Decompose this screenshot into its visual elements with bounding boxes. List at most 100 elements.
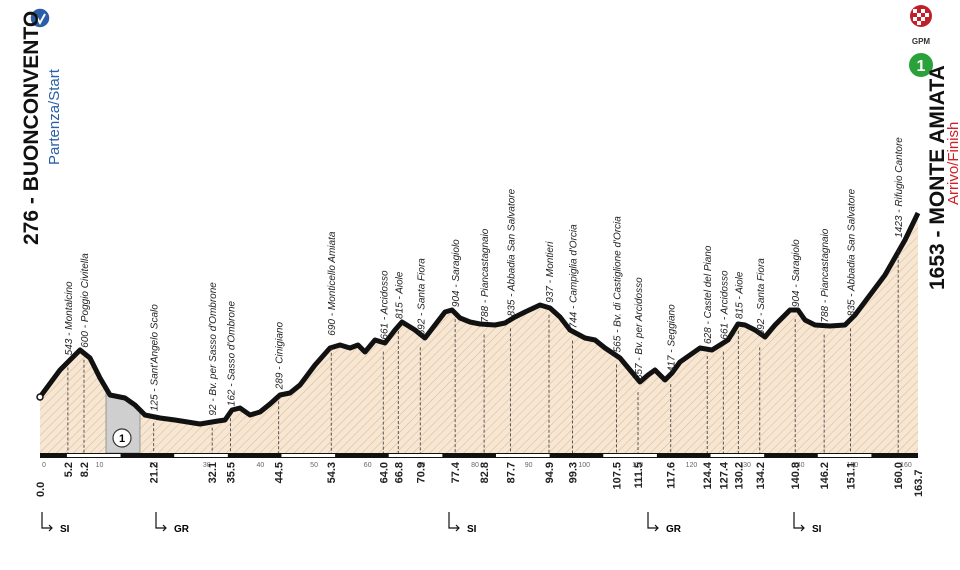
start-name: 276 - BUONCONVENTO bbox=[20, 11, 43, 245]
axis-tick-label: 110 bbox=[632, 462, 643, 469]
waypoint-km: 146.2 bbox=[819, 462, 831, 490]
waypoint-label: 692 - Santa Fiora bbox=[756, 258, 767, 336]
waypoint-km: 130.2 bbox=[733, 462, 745, 490]
marker: SI bbox=[467, 524, 477, 535]
axis-tick-label: 100 bbox=[578, 462, 590, 469]
axis-tick-label: 0 bbox=[42, 462, 46, 469]
axis-tick-label: 80 bbox=[471, 462, 479, 469]
waypoint-km: 77.4 bbox=[450, 461, 462, 483]
axis-bar bbox=[40, 453, 918, 458]
waypoint-label: 289 - Cinigiano bbox=[275, 322, 286, 391]
waypoint-km: 134.2 bbox=[755, 462, 767, 490]
profile-area bbox=[40, 213, 918, 453]
waypoint-km: 87.7 bbox=[505, 462, 517, 483]
start-icon-v bbox=[34, 13, 46, 26]
waypoint-label: 692 - Santa Fiora bbox=[416, 258, 427, 336]
waypoint-km: 32.1 bbox=[207, 462, 219, 483]
axis-stripe bbox=[66, 454, 121, 457]
waypoint-label: 1423 - Rifugio Cantore bbox=[894, 137, 905, 238]
axis-tick-label: 160 bbox=[900, 462, 912, 469]
waypoint-label: 835 - Abbadia San Salvatore bbox=[846, 188, 857, 316]
climb-badge: 1 bbox=[119, 433, 125, 445]
waypoint-km: 127.4 bbox=[718, 461, 730, 489]
waypoint-km: 64.0 bbox=[378, 462, 390, 483]
waypoint-km: 82.8 bbox=[479, 462, 491, 483]
gpm-checker bbox=[913, 9, 929, 25]
axis-tick-label: 50 bbox=[310, 462, 318, 469]
waypoint-km: 111.5 bbox=[633, 462, 645, 488]
axis-stripe bbox=[388, 454, 443, 457]
waypoint-label: 744 - Campiglia d'Orcia bbox=[569, 224, 580, 329]
waypoint-label: 543 - Montalcino bbox=[64, 281, 75, 355]
start-km: 0.0 bbox=[35, 482, 47, 497]
waypoint-label: 357 - Bv. per Arcidosso bbox=[634, 277, 645, 380]
marker: GR bbox=[666, 524, 682, 535]
waypoint-label: 162 - Sasso d'Ombrone bbox=[226, 300, 237, 406]
waypoint-km: 21.2 bbox=[149, 462, 161, 483]
marker: GR bbox=[174, 524, 190, 535]
profile-line bbox=[37, 211, 921, 427]
waypoint-label: 600 - Poggio Civitella bbox=[80, 253, 91, 348]
waypoint-label: 904 - Saragiolo bbox=[451, 239, 462, 307]
start-icon bbox=[29, 7, 51, 29]
waypoint-km: 54.3 bbox=[326, 462, 338, 483]
waypoint-km: 35.5 bbox=[225, 462, 237, 483]
axis-tick-label: 90 bbox=[525, 462, 533, 469]
waypoint-label: 690 - Monticello Amiata bbox=[327, 231, 338, 336]
waypoint-km: 140.8 bbox=[790, 462, 802, 490]
waypoint-km: 160.0 bbox=[893, 462, 905, 490]
marker-arrows bbox=[41, 512, 805, 532]
waypoint-label: 815 - Aiole bbox=[734, 271, 745, 319]
axis-tick-label: 150 bbox=[847, 462, 859, 469]
waypoint-km: 151.1 bbox=[845, 462, 857, 490]
start-point bbox=[36, 393, 44, 401]
waypoint-label: 92 - Bv. per Sasso d'Ombrone bbox=[208, 282, 219, 416]
waypoint-label: 835 - Abbadia San Salvatore bbox=[506, 188, 517, 316]
waypoint-label: 661 - Arcidosso bbox=[719, 270, 730, 340]
gpm-badge bbox=[907, 51, 935, 79]
finish-subtitle: Arrivo/Finish bbox=[945, 122, 960, 205]
finish-km: 163.7 bbox=[913, 469, 925, 497]
waypoint-km: 117.6 bbox=[666, 462, 678, 489]
waypoint-label: 788 - Piancastagnaio bbox=[480, 228, 491, 322]
axis-stripe bbox=[495, 454, 550, 457]
waypoint-km: 124.4 bbox=[702, 461, 714, 489]
gpm-number: 1 bbox=[917, 58, 926, 75]
waypoint-label: 815 - Aiole bbox=[394, 271, 405, 319]
finish-name: 1653 - MONTE AMIATA bbox=[926, 65, 949, 290]
axis-tick-label: 20 bbox=[149, 462, 157, 469]
waypoint-label: 661 - Arcidosso bbox=[379, 270, 390, 340]
waypoint-km: 94.9 bbox=[544, 462, 556, 483]
axis-tick-label: 60 bbox=[364, 462, 372, 469]
waypoint-km: 70.9 bbox=[415, 462, 427, 483]
axis-stripe bbox=[710, 454, 765, 457]
waypoint-label: 628 - Castel del Piano bbox=[703, 245, 714, 344]
gpm-label: GPM bbox=[912, 37, 931, 46]
waypoint-km: 66.8 bbox=[393, 462, 405, 483]
waypoint-km: 5.2 bbox=[63, 462, 75, 477]
axis-tick-label: 30 bbox=[203, 462, 211, 469]
axis-stripe bbox=[174, 454, 228, 457]
waypoint-label: 788 - Piancastagnaio bbox=[820, 228, 831, 322]
axis-stripe bbox=[281, 454, 336, 457]
axis-tick-label: 140 bbox=[793, 462, 805, 469]
waypoint-label: 565 - Bv. di Castiglione d'Orcia bbox=[613, 216, 624, 353]
axis-stripe bbox=[817, 454, 872, 457]
waypoint-label: 417 - Seggiano bbox=[667, 304, 678, 372]
axis-tick-label: 10 bbox=[96, 462, 104, 469]
waypoint-label: 904 - Saragiolo bbox=[791, 239, 802, 307]
axis-tick-label: 70 bbox=[417, 462, 425, 469]
axis-stripe bbox=[603, 454, 657, 457]
waypoint-km: 8.2 bbox=[79, 462, 91, 477]
waypoint-km: 99.3 bbox=[568, 462, 580, 483]
climb-badge-circle bbox=[112, 428, 132, 448]
waypoint-label: 125 - Sant'Angelo Scalo bbox=[150, 304, 161, 411]
marker: SI bbox=[812, 524, 822, 535]
start-subtitle: Partenza/Start bbox=[46, 68, 63, 165]
waypoint-km: 107.5 bbox=[612, 462, 624, 490]
axis-tick-label: 130 bbox=[739, 462, 751, 469]
waypoint-label: 937 - Montieri bbox=[545, 241, 556, 303]
axis-tick-label: 120 bbox=[686, 462, 698, 469]
axis-tick-label: 40 bbox=[257, 462, 265, 469]
